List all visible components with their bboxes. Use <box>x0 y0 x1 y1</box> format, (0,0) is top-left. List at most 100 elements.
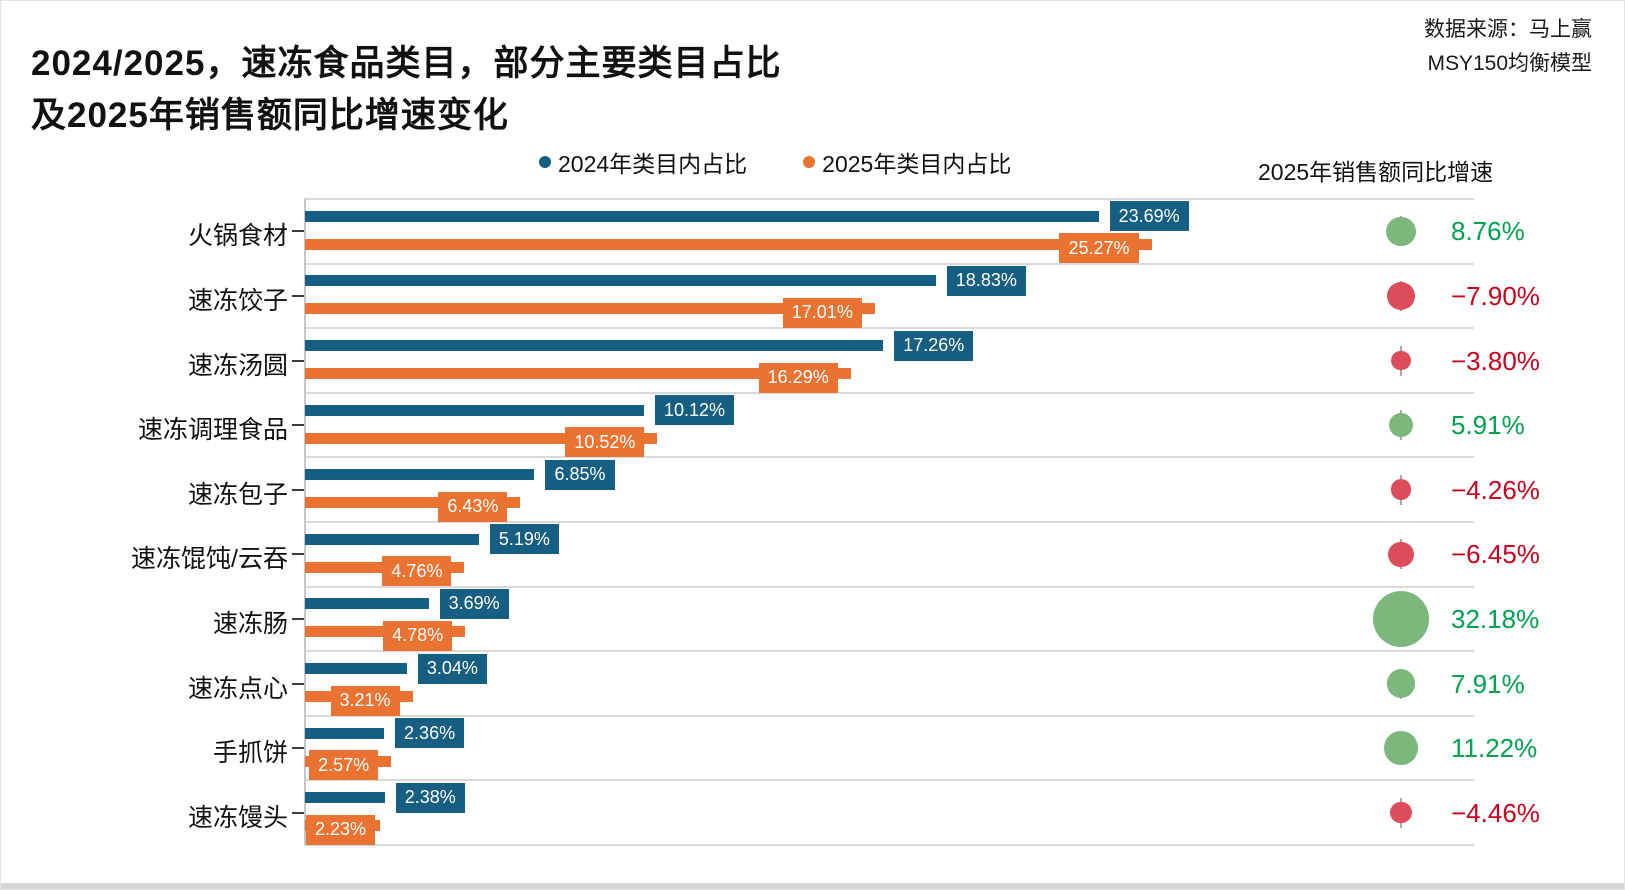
axis-tick <box>292 488 304 491</box>
bar-2025 <box>305 238 1152 250</box>
legend-label: 2024年类目内占比 <box>558 151 748 177</box>
growth-value: 7.91% <box>1451 668 1525 699</box>
growth-value: −7.90% <box>1451 280 1540 311</box>
row-separator-line <box>304 198 1474 200</box>
growth-value: 5.91% <box>1451 410 1525 441</box>
bar-value-label-2024: 17.26% <box>894 330 974 361</box>
growth-circle <box>1388 541 1414 567</box>
bar-value-label-2024: 3.69% <box>439 588 509 619</box>
growth-value: −3.80% <box>1451 345 1540 376</box>
growth-circle <box>1388 412 1414 438</box>
bar-value-label-2025: 25.27% <box>1059 233 1139 264</box>
bar-value-label-2025: 2.57% <box>309 750 379 781</box>
bar-value-label-2025: 2.23% <box>306 814 376 845</box>
category-label: 手抓饼 <box>212 739 288 768</box>
category-label: 速冻馄饨/云吞 <box>131 545 288 574</box>
bar-value-label-2024: 18.83% <box>946 265 1026 296</box>
y-axis-line <box>304 199 306 845</box>
growth-value: −4.46% <box>1451 797 1540 828</box>
row-separator-line <box>304 585 1474 588</box>
row-separator-line <box>304 262 1474 265</box>
row-separator-line <box>304 456 1474 459</box>
legend-dot-icon <box>539 156 551 168</box>
axis-tick <box>292 294 304 297</box>
chart-title-line2: 及2025年销售额同比增速变化 <box>31 96 509 135</box>
bar-2024 <box>305 340 884 351</box>
bottom-edge-strip <box>1 883 1624 889</box>
growth-value: 11.22% <box>1451 733 1538 764</box>
bar-value-label-2024: 2.38% <box>395 782 465 813</box>
category-label: 火锅食材 <box>187 222 288 251</box>
axis-tick <box>292 617 304 620</box>
axis-tick <box>292 553 304 556</box>
bar-2024 <box>305 727 385 739</box>
bar-2024 <box>305 275 936 287</box>
bar-value-label-2025: 3.21% <box>330 685 400 716</box>
bar-value-label-2024: 2.36% <box>395 718 465 749</box>
row-separator-line <box>304 327 1474 330</box>
axis-tick <box>292 747 304 750</box>
growth-circle <box>1390 479 1412 500</box>
axis-tick <box>292 424 304 427</box>
growth-circle <box>1386 281 1416 310</box>
bar-2025 <box>305 368 851 379</box>
bar-2024 <box>305 404 645 416</box>
growth-circle <box>1391 350 1411 371</box>
growth-circle <box>1390 802 1412 824</box>
legend-label: 2025年类目内占比 <box>822 151 1012 177</box>
bar-2024 <box>305 598 429 610</box>
bar-value-label-2025: 17.01% <box>782 297 862 328</box>
category-label: 速冻包子 <box>187 480 288 509</box>
bar-value-label-2025: 16.29% <box>758 362 838 393</box>
category-label: 速冻调理食品 <box>137 416 288 445</box>
bar-2024 <box>305 210 1099 222</box>
legend-item-2024: 2024年类目内占比 <box>539 145 747 179</box>
growth-column-header: 2025年销售额同比增速 <box>1258 159 1494 185</box>
growth-value: 32.18% <box>1451 603 1540 634</box>
growth-value: 8.76% <box>1451 216 1525 247</box>
row-separator-line <box>304 521 1474 523</box>
axis-tick <box>292 811 304 814</box>
category-label: 速冻饺子 <box>187 286 288 315</box>
row-separator-line <box>304 650 1474 653</box>
bar-value-label-2024: 6.85% <box>545 459 615 490</box>
growth-circle <box>1384 731 1418 765</box>
data-source-line2: MSY150均衡模型 <box>1427 52 1592 75</box>
bar-value-label-2024: 10.12% <box>655 395 735 426</box>
axis-tick <box>292 359 304 362</box>
bar-value-label-2025: 4.76% <box>382 556 452 587</box>
bar-value-label-2025: 6.43% <box>438 491 508 522</box>
bar-2024 <box>305 792 385 804</box>
axis-tick <box>292 682 304 685</box>
bar-2025 <box>305 497 521 509</box>
bar-value-label-2024: 3.04% <box>417 653 487 684</box>
legend-dot-icon <box>803 156 816 168</box>
legend: 2024年类目内占比 2025年类目内占比 <box>539 145 1011 179</box>
bar-2025 <box>305 303 875 315</box>
growth-circle <box>1386 216 1416 247</box>
category-label: 速冻汤圆 <box>187 351 288 380</box>
axis-tick <box>292 230 304 233</box>
bar-2024 <box>305 663 407 674</box>
bar-2025 <box>305 432 658 444</box>
legend-item-2025: 2025年类目内占比 <box>803 145 1011 179</box>
bar-2024 <box>305 469 535 481</box>
category-label: 速冻肠 <box>212 609 288 638</box>
bar-2024 <box>305 533 479 545</box>
category-label: 速冻馒头 <box>187 803 288 832</box>
bar-value-label-2025: 10.52% <box>565 427 645 458</box>
growth-circle <box>1386 669 1416 698</box>
growth-value: −6.45% <box>1451 539 1540 570</box>
row-separator-line <box>304 714 1474 717</box>
data-source-line1: 数据来源：马上赢 <box>1424 18 1592 41</box>
chart-title-line1: 2024/2025，速冻食品类目，部分主要类目占比 <box>31 44 782 83</box>
bar-value-label-2024: 5.19% <box>489 524 559 555</box>
row-separator-line <box>304 391 1474 394</box>
row-separator-line <box>304 779 1474 782</box>
row-separator-line <box>304 844 1474 846</box>
growth-value: −4.26% <box>1451 474 1540 505</box>
category-label: 速冻点心 <box>187 674 288 703</box>
bar-value-label-2024: 23.69% <box>1109 201 1189 232</box>
bar-value-label-2025: 4.78% <box>383 620 453 651</box>
